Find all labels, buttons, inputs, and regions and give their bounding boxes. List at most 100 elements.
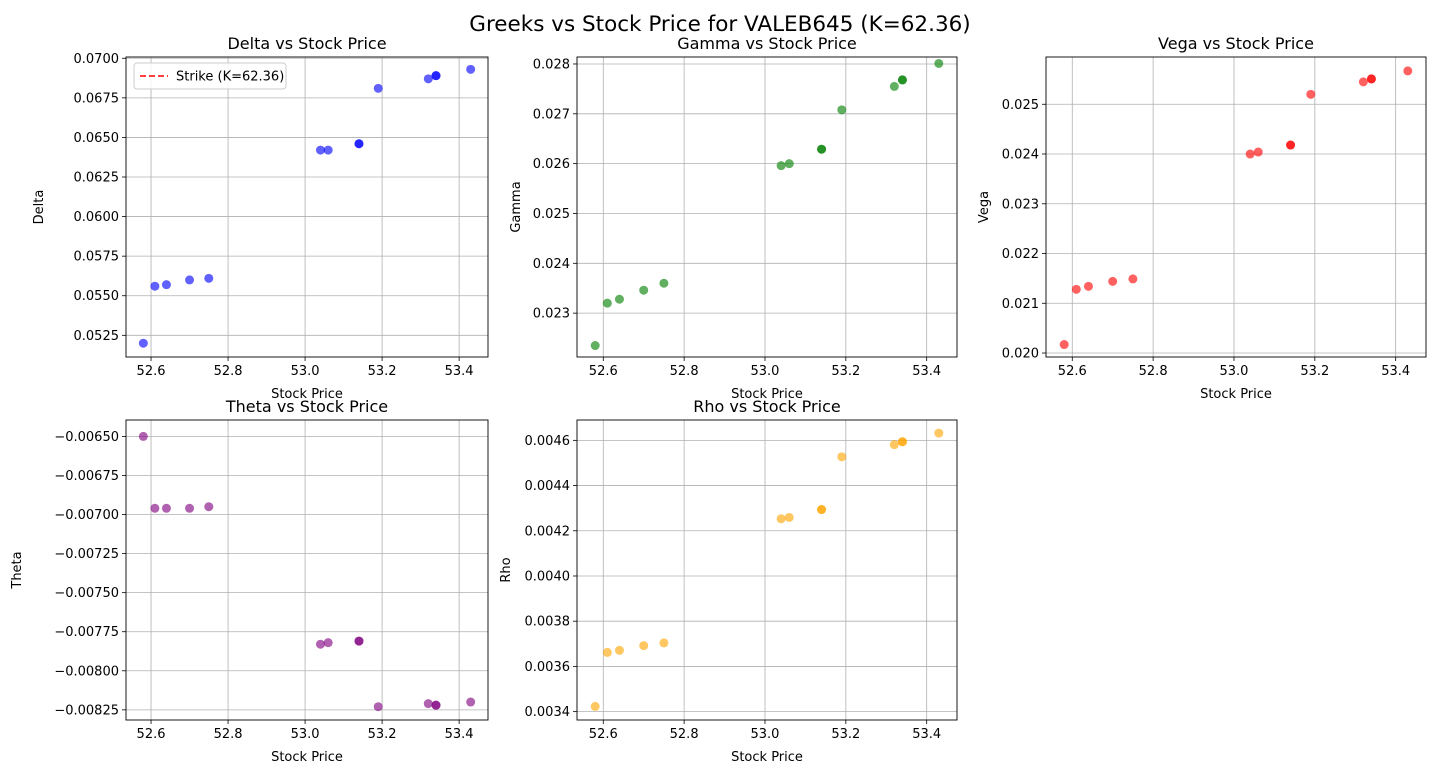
gamma-point <box>614 294 624 304</box>
theta-point <box>150 503 160 513</box>
delta-point <box>423 74 433 84</box>
vega-x-tick-label: 52.8 <box>1139 364 1168 379</box>
delta-panel: 52.6 52.8 53.0 53.2 53.4 0.0525 0.0550 0.0575 0.… <box>32 34 489 402</box>
delta-y-tick-label: 0.0575 <box>74 250 120 265</box>
vega-y-tick-label: 0.023 <box>1002 197 1039 212</box>
delta-point <box>315 145 325 155</box>
theta-point <box>431 700 441 710</box>
rho-x-tick-label: 53.4 <box>912 727 941 742</box>
delta-point <box>431 71 441 81</box>
vega-xlabel: Stock Price <box>1200 387 1272 402</box>
delta-ylabel: Delta <box>32 190 47 225</box>
gamma-point <box>784 159 794 169</box>
vega-point <box>1253 147 1263 157</box>
theta-y-tick-label: −0.00700 <box>54 508 119 523</box>
rho-y-tick-label: 0.0040 <box>525 569 571 584</box>
theta-xlabel: Stock Price <box>271 750 343 765</box>
delta-point <box>204 273 214 283</box>
vega-point <box>1366 74 1376 84</box>
vega-title: Vega vs Stock Price <box>1158 34 1314 53</box>
gamma-title: Gamma vs Stock Price <box>677 34 857 53</box>
gamma-x-tick-label: 52.6 <box>589 364 618 379</box>
rho-axes-frame <box>576 419 958 721</box>
vega-axes-frame <box>1045 56 1427 358</box>
theta-panel: 52.6 52.8 53.0 53.2 53.4 −0.00650 −0.00675 −0.0… <box>10 397 489 765</box>
rho-x-tick-label: 53.2 <box>831 727 860 742</box>
gamma-x-tick-label: 53.0 <box>751 364 780 379</box>
delta-xlabel: Stock Price <box>271 387 343 402</box>
gamma-point <box>590 341 600 351</box>
delta-point <box>150 281 160 291</box>
delta-y-tick-label: 0.0600 <box>74 210 120 225</box>
delta-x-tick-label: 53.2 <box>368 364 397 379</box>
rho-point <box>614 645 624 655</box>
vega-point <box>1059 340 1069 350</box>
rho-y-tick-label: 0.0044 <box>525 479 571 494</box>
vega-point <box>1403 66 1413 76</box>
theta-point <box>315 639 325 649</box>
vega-point <box>1245 149 1255 159</box>
theta-axes-frame <box>125 419 489 721</box>
theta-ylabel: Theta <box>10 551 25 589</box>
delta-x-tick-label: 52.8 <box>214 364 243 379</box>
gamma-y-tick-label: 0.028 <box>533 57 570 72</box>
gamma-point <box>817 144 827 154</box>
gamma-y-tick-label: 0.025 <box>533 207 570 222</box>
rho-xlabel: Stock Price <box>731 750 803 765</box>
vega-point <box>1071 284 1081 294</box>
vega-point <box>1286 140 1296 150</box>
delta-y-tick-label: 0.0525 <box>74 329 120 344</box>
gamma-y-tick-label: 0.026 <box>533 157 570 172</box>
delta-title: Delta vs Stock Price <box>227 34 386 53</box>
gamma-x-tick-label: 53.4 <box>912 364 941 379</box>
vega-point <box>1306 89 1316 99</box>
figure-title: Greeks vs Stock Price for VALEB645 (K=62… <box>469 12 970 37</box>
delta-point <box>354 139 364 149</box>
theta-point <box>323 638 333 648</box>
theta-y-tick-label: −0.00675 <box>54 469 119 484</box>
rho-y-tick-label: 0.0036 <box>525 660 571 675</box>
delta-x-tick-label: 53.4 <box>445 364 474 379</box>
delta-y-tick-label: 0.0700 <box>74 52 120 67</box>
gamma-point <box>889 81 899 91</box>
gamma-point <box>602 298 612 308</box>
gamma-panel: 52.6 52.8 53.0 53.2 53.4 0.023 0.024 0.025 0.026… <box>509 34 958 402</box>
rho-x-tick-label: 52.8 <box>670 727 699 742</box>
theta-y-tick-label: −0.00725 <box>54 547 119 562</box>
theta-point <box>204 502 214 512</box>
gamma-point <box>639 285 649 295</box>
vega-y-tick-label: 0.024 <box>1002 148 1039 163</box>
gamma-y-tick-label: 0.027 <box>533 107 570 122</box>
theta-x-tick-label: 53.2 <box>368 727 397 742</box>
gamma-axes-frame <box>576 56 958 358</box>
rho-point <box>837 452 847 462</box>
theta-point <box>354 636 364 646</box>
theta-y-tick-label: −0.00825 <box>54 703 119 718</box>
gamma-point <box>776 161 786 171</box>
delta-x-tick-label: 53.0 <box>291 364 320 379</box>
delta-axes-frame <box>125 56 489 358</box>
theta-x-tick-label: 53.4 <box>445 727 474 742</box>
rho-y-tick-label: 0.0042 <box>525 524 571 539</box>
theta-point <box>138 431 148 441</box>
rho-title: Rho vs Stock Price <box>693 397 840 416</box>
gamma-x-tick-label: 53.2 <box>831 364 860 379</box>
delta-y-tick-label: 0.0650 <box>74 131 120 146</box>
gamma-y-tick-label: 0.023 <box>533 307 570 322</box>
vega-y-tick-label: 0.020 <box>1002 347 1039 362</box>
theta-y-tick-label: −0.00750 <box>54 586 119 601</box>
delta-y-tick-label: 0.0675 <box>74 91 120 106</box>
theta-y-tick-label: −0.00800 <box>54 664 119 679</box>
gamma-xlabel: Stock Price <box>731 387 803 402</box>
theta-point <box>423 699 433 709</box>
vega-x-tick-label: 53.0 <box>1220 364 1249 379</box>
rho-point <box>776 514 786 524</box>
rho-ylabel: Rho <box>499 557 514 582</box>
gamma-point <box>934 58 944 68</box>
vega-point <box>1108 276 1118 286</box>
gamma-point <box>897 75 907 85</box>
theta-point <box>466 697 476 707</box>
rho-x-tick-label: 52.6 <box>589 727 618 742</box>
rho-point <box>590 701 600 711</box>
